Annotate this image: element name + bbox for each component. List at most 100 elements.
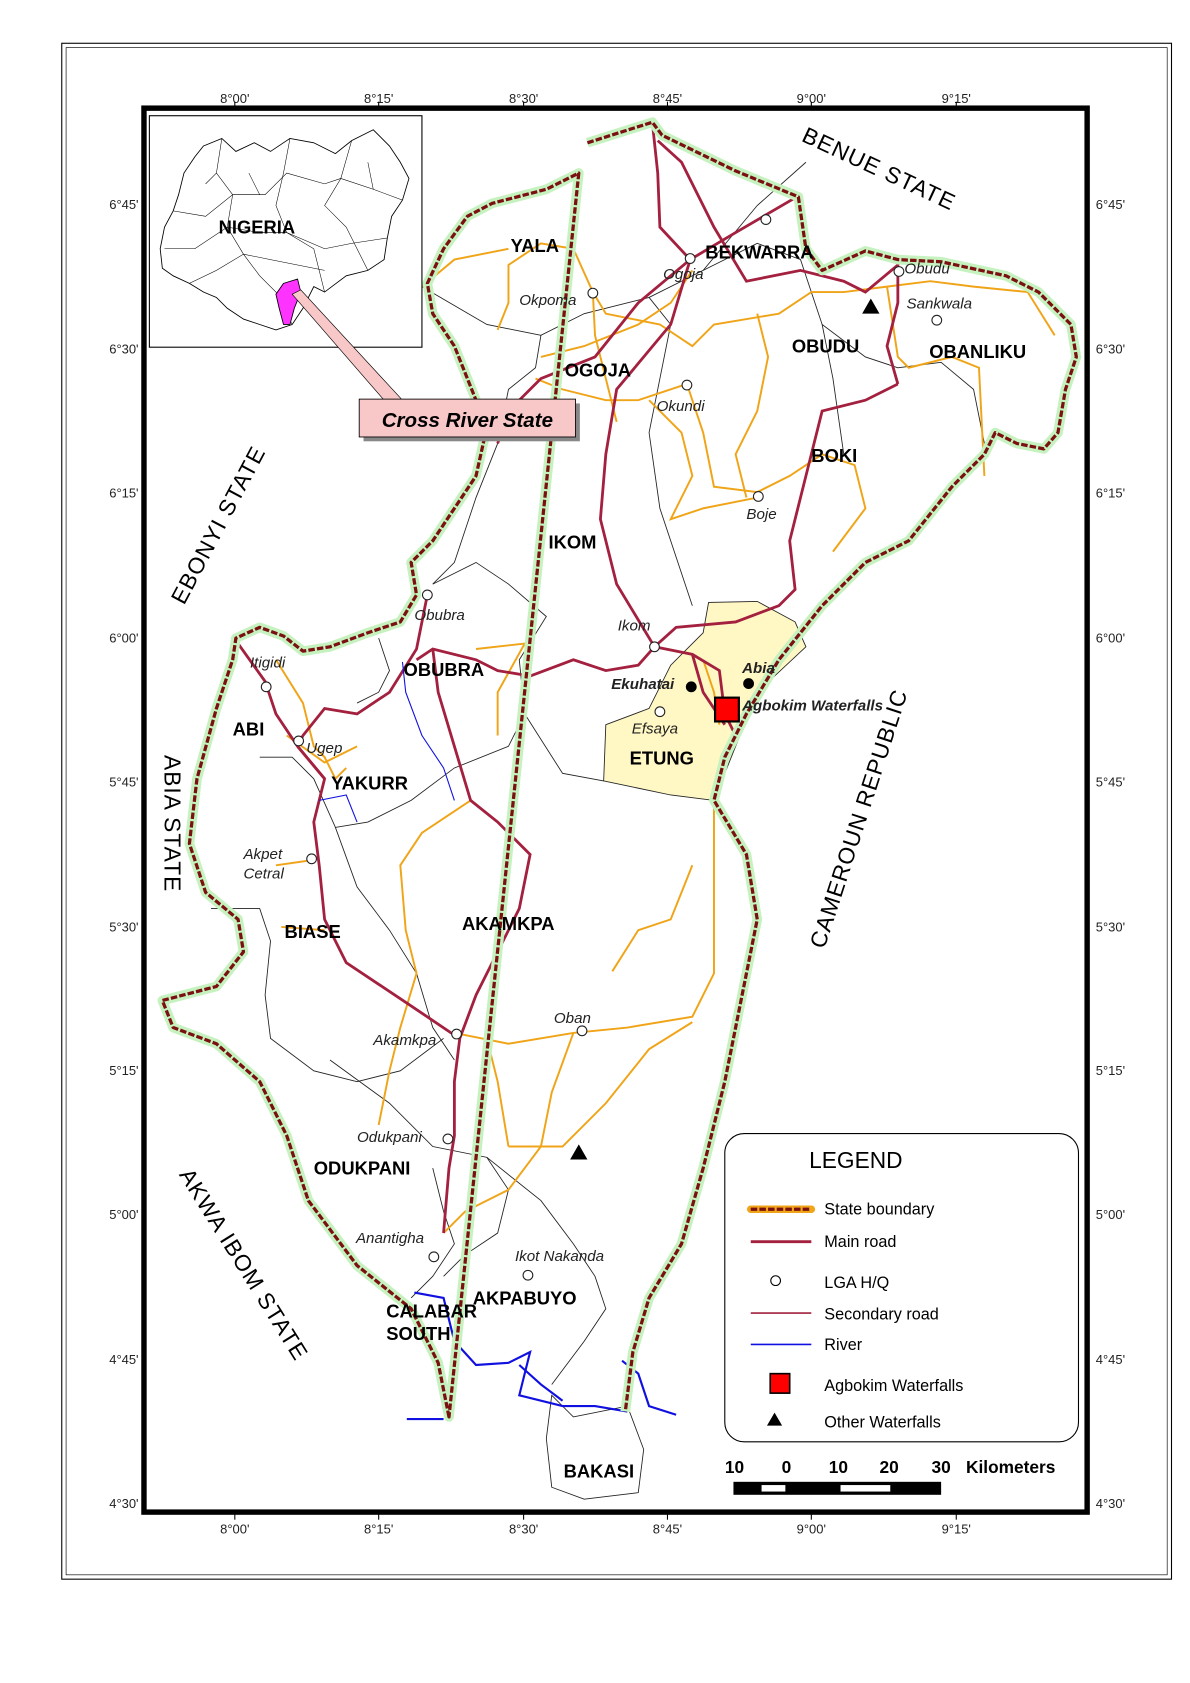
lga-label: OGOJA: [565, 359, 631, 380]
tick-label: 5°45': [1096, 774, 1125, 789]
longitude-ticks-top: 8°00' 8°15' 8°30' 8°45' 9°00' 9°15': [220, 91, 971, 106]
scale-bar: 10 0 10 20 30 Kilometers: [725, 1457, 1055, 1495]
tick-label: 8°15': [364, 91, 393, 106]
tick-label: 6°30': [109, 342, 138, 357]
tick-label: 4°45': [1096, 1352, 1125, 1367]
town-label: Obudu: [904, 261, 950, 278]
town-label: Obubra: [414, 607, 464, 624]
legend-label: Main road: [824, 1233, 896, 1251]
tick-label: 9°15': [942, 91, 971, 106]
tick-label: 6°45': [109, 197, 138, 212]
abia-state-label: ABIA STATE: [160, 755, 186, 892]
scale-label: 0: [782, 1457, 792, 1477]
lga-label: BAKASI: [564, 1460, 634, 1481]
tick-label: 9°15': [942, 1522, 971, 1537]
tick-label: 5°00': [1096, 1207, 1125, 1222]
latitude-ticks-right: 6°45' 6°30' 6°15' 6°00' 5°45' 5°30' 5°15…: [1096, 197, 1125, 1511]
tick-label: 8°30': [509, 91, 538, 106]
lga-label: BIASE: [285, 921, 341, 942]
town-label: Akamkpa: [372, 1032, 436, 1049]
legend-label: River: [824, 1336, 862, 1354]
tick-label: 6°30': [1096, 342, 1125, 357]
lga-label: ETUNG: [630, 748, 694, 769]
waterfall-triangle-icon: [570, 1144, 588, 1160]
tick-label: 9°00': [797, 91, 826, 106]
legend: LEGEND State boundary Main road LGA H/Q …: [724, 1132, 1080, 1443]
town-label: Anantigha: [355, 1230, 424, 1247]
tick-label: 6°15': [1096, 486, 1125, 501]
town-label: Boje: [746, 506, 776, 523]
tick-label: 6°15': [109, 486, 138, 501]
tick-label: 5°30': [109, 919, 138, 934]
town-label: Akpet: [242, 846, 282, 863]
agbokim-waterfalls-label: Agbokim Waterfalls: [741, 698, 883, 715]
scale-unit: Kilometers: [966, 1457, 1055, 1477]
lga-label: YAKURR: [331, 773, 408, 794]
legend-label: Agbokim Waterfalls: [824, 1377, 963, 1395]
legend-label: State boundary: [824, 1201, 935, 1219]
tick-label: 8°00': [220, 1522, 249, 1537]
town-label: Efsaya: [632, 720, 678, 737]
tick-label: 4°30': [109, 1496, 138, 1511]
tick-label: 9°00': [797, 1522, 826, 1537]
town-label: Okpoma: [519, 292, 576, 309]
secondary-roads: [275, 242, 1056, 1234]
legend-label: LGA H/Q: [824, 1274, 889, 1292]
lga-label: OBANLIKU: [929, 341, 1026, 362]
town-label: Sankwala: [907, 295, 973, 312]
town-label: Ugep: [306, 740, 342, 757]
callout-label: Cross River State: [382, 409, 553, 432]
tick-label: 5°15': [1096, 1063, 1125, 1078]
tick-label: 8°45': [653, 1522, 682, 1537]
town-label: Ikot Nakanda: [515, 1248, 604, 1265]
callout-box: [358, 398, 576, 438]
inner-frame: [65, 47, 1168, 1576]
tick-label: 6°00': [109, 630, 138, 645]
tick-label: 5°30': [1096, 919, 1125, 934]
tick-label: 8°15': [364, 1522, 393, 1537]
lga-label: IKOM: [548, 531, 596, 552]
lga-label: OBUBRA: [404, 659, 485, 680]
cross-river-highlight: [275, 278, 302, 325]
lga-label: YALA: [511, 235, 559, 256]
lga-label: AKPABUYO: [473, 1287, 577, 1308]
scale-label: 10: [725, 1457, 744, 1477]
abia-marker: [743, 678, 754, 689]
tick-label: 6°00': [1096, 630, 1125, 645]
nigeria-label: NIGERIA: [219, 217, 296, 238]
lga-labels: YALA BEKWARRA OGOJA OBUDU OBANLIKU BOKI …: [233, 235, 1027, 1481]
lga-label: ODUKPANI: [314, 1158, 411, 1179]
longitude-ticks-bottom: 8°00' 8°15' 8°30' 8°45' 9°00' 9°15': [220, 1522, 971, 1537]
scale-label: 10: [829, 1457, 848, 1477]
tick-label: 4°30': [1096, 1496, 1125, 1511]
legend-title: LEGEND: [809, 1147, 902, 1173]
lga-label: BOKI: [811, 445, 857, 466]
lga-label: ABI: [233, 719, 265, 740]
scale-label: 30: [931, 1457, 950, 1477]
tick-label: 8°00': [220, 91, 249, 106]
lga-label: AKAMKPA: [462, 913, 555, 934]
town-label: Itigidi: [250, 654, 286, 671]
tick-label: 8°30': [509, 1522, 538, 1537]
legend-label: Other Waterfalls: [824, 1414, 941, 1432]
legend-label: Secondary road: [824, 1306, 939, 1324]
town-label: Odukpani: [357, 1129, 422, 1146]
lga-label: BEKWARRA: [705, 242, 813, 263]
lga-label: OBUDU: [792, 336, 859, 357]
state-boundary: [157, 117, 1082, 1422]
abia-label: Abia: [741, 660, 775, 677]
lga-hq-markers: [260, 214, 943, 1281]
town-label: Oban: [554, 1010, 591, 1027]
ekuhatai-marker: [685, 681, 697, 693]
latitude-ticks-left: 6°45' 6°30' 6°15' 6°00' 5°45' 5°30' 5°15…: [109, 197, 138, 1511]
town-label: Ikom: [618, 618, 651, 635]
tick-label: 8°45': [653, 91, 682, 106]
town-label: Okundi: [657, 398, 706, 415]
etung-area: [603, 600, 807, 801]
outer-frame: [61, 42, 1173, 1580]
nigeria-inset: NIGERIA: [148, 115, 423, 348]
lga-label: CALABAR: [386, 1300, 477, 1321]
scale-label: 20: [880, 1457, 899, 1477]
town-label: Cetral: [243, 865, 284, 882]
